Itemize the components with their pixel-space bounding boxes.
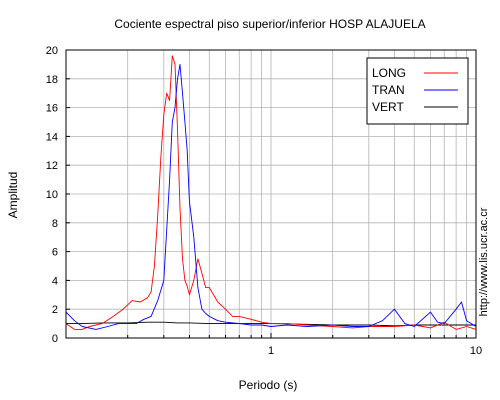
y-tick-label: 12 (46, 160, 58, 172)
y-tick-label: 6 (52, 247, 58, 259)
series-line-tran (65, 63, 477, 330)
legend: LONG TRAN VERT (366, 57, 469, 125)
legend-label-vert: VERT (372, 100, 404, 114)
series-line-long (65, 55, 477, 330)
series-lines (65, 55, 477, 330)
legend-box (366, 57, 469, 125)
chart-title: Cociente espectral piso superior/inferio… (114, 17, 425, 31)
y-tick-label: 4 (52, 275, 58, 287)
x-tick-label: 1 (268, 345, 274, 357)
y-tick-label: 10 (46, 189, 58, 201)
y-tick-label: 20 (46, 45, 58, 57)
y-tick-label: 18 (46, 74, 58, 86)
legend-label-tran: TRAN (372, 83, 405, 97)
y-axis-label: Amplitud (6, 172, 20, 219)
y-tick-label: 0 (52, 333, 58, 345)
website-url: http://www.lis.ucr.ac.cr (478, 207, 490, 316)
x-axis-label: Periodo (s) (239, 378, 298, 392)
y-tick-label: 16 (46, 103, 58, 115)
axis-ticks: 0 2 4 6 8 10 12 14 16 18 20 1 10 (46, 45, 482, 357)
legend-label-long: LONG (372, 66, 406, 80)
y-tick-label: 14 (46, 131, 58, 143)
y-tick-label: 8 (52, 218, 58, 230)
y-tick-label: 2 (52, 304, 58, 316)
x-tick-label: 10 (470, 345, 482, 357)
